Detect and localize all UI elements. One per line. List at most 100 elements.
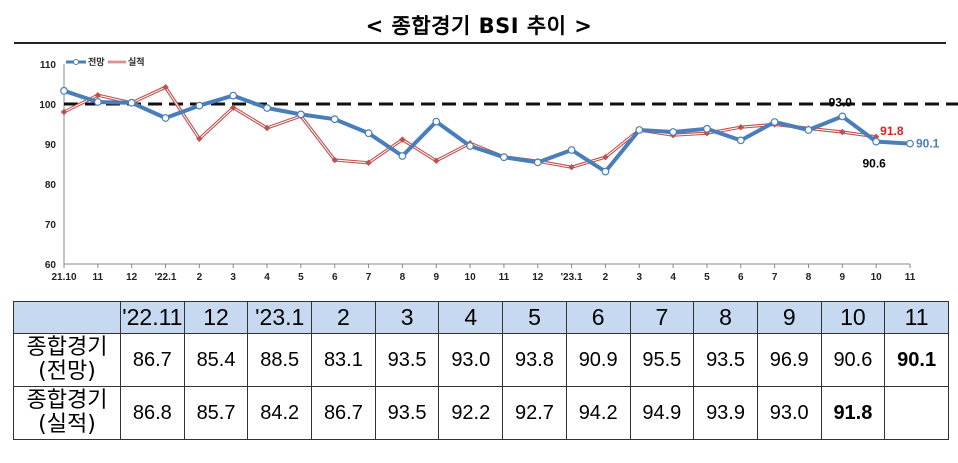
data-point-forecast [466, 142, 474, 150]
y-tick-label: 80 [45, 180, 57, 191]
x-tick-label: 2 [603, 272, 609, 283]
table-cell: 94.2 [565, 386, 631, 440]
x-tick-label: 10 [465, 272, 477, 283]
data-point-forecast [601, 167, 610, 176]
table-row-actual: 종합경기 (실적) 86.8 85.7 84.2 86.7 93.5 92.2 92.7 94… [13, 386, 949, 440]
x-tick-label: 7 [366, 272, 372, 283]
table-header-row: '22.11 12'23.1 2 3 4 5 6 7 8 9 10 11 [13, 301, 949, 334]
series-line-actual [63, 85, 877, 169]
table-header-cell: 4 [438, 301, 504, 334]
table-cell: 84.2 [247, 386, 313, 440]
table-header-cell: 6 [565, 301, 631, 334]
data-point-forecast [195, 101, 204, 110]
table-cell: 92.2 [438, 386, 504, 440]
data-point-actual [365, 159, 372, 166]
x-tick-label: 9 [433, 272, 439, 283]
table-cell [884, 386, 949, 440]
data-point-forecast [669, 128, 678, 136]
table-header-cell: 2 [311, 301, 376, 334]
x-tick-label: 4 [670, 272, 676, 283]
data-point-forecast [330, 115, 339, 124]
table-cell: 93.0 [756, 386, 822, 440]
table-cell: 93.5 [374, 386, 440, 440]
data-point-forecast [296, 110, 305, 119]
legend-label-forecast: 전망 [88, 56, 105, 67]
y-tick-label: 70 [45, 220, 57, 231]
table-header-cell: 12 [183, 301, 249, 334]
data-point-actual [568, 164, 575, 171]
table-cell: 93.5 [693, 333, 758, 387]
x-tick-label: 5 [704, 272, 710, 283]
table-cell: 85.7 [183, 386, 249, 440]
x-tick-label: 7 [772, 272, 778, 283]
value-annotation: 90.6 [862, 157, 886, 171]
data-point-actual [399, 136, 406, 143]
table-corner-cell [13, 301, 121, 334]
table-header-cell: 8 [693, 301, 758, 334]
table-header-cell: 11 [884, 301, 949, 334]
x-tick-label: 6 [738, 272, 744, 283]
data-point-forecast [93, 98, 102, 106]
table-header-cell: 5 [502, 301, 567, 334]
data-point-forecast [770, 118, 779, 126]
row-header-line1: 종합경기 [26, 388, 108, 413]
data-point-actual [196, 135, 203, 142]
chart-title: < 종합경기 BSI 추이 > [365, 14, 593, 38]
table-cell: 92.7 [502, 386, 567, 440]
data-point-forecast [635, 126, 644, 134]
table-cell: 95.5 [629, 333, 695, 387]
table-cell: 86.8 [120, 386, 185, 440]
data-point-actual [60, 108, 68, 116]
table-header-cell: '23.1 [247, 301, 313, 334]
row-header-actual: 종합경기 (실적) [13, 386, 121, 440]
table-cell: 86.7 [311, 386, 376, 440]
table-cell: 94.9 [629, 386, 695, 440]
table-cell: 96.9 [756, 333, 822, 387]
data-point-forecast [703, 124, 711, 133]
x-tick-label: 3 [230, 272, 236, 283]
table-header-cell: 9 [756, 301, 822, 334]
row-header-forecast: 종합경기 (전망) [13, 333, 121, 387]
bsi-line-chart: 60 70 80 90 100 110 21.10 11 12 '22.1 2 3 4 5 6 7 8 9 10 11… [39, 56, 958, 283]
data-point-forecast [838, 112, 847, 121]
data-point-forecast [432, 117, 441, 126]
data-point-forecast [60, 86, 68, 95]
table-header-cell: 7 [629, 301, 695, 334]
x-tick-label: 3 [636, 272, 642, 283]
series-line-forecast [63, 88, 911, 174]
data-point-forecast [906, 139, 914, 148]
x-tick-label: 12 [532, 272, 544, 283]
table-header-cell: '22.11 [120, 301, 185, 334]
x-tick-label: 8 [806, 272, 812, 283]
y-tick-label: 110 [40, 60, 57, 71]
x-tick-label: 2 [197, 272, 203, 283]
data-point-forecast [804, 126, 813, 134]
data-point-forecast [263, 104, 271, 112]
x-tick-label: 11 [499, 272, 510, 283]
data-point-forecast [567, 146, 576, 154]
table-cell: 93.0 [438, 333, 504, 387]
data-point-forecast [500, 153, 508, 162]
title-underline [14, 42, 946, 44]
table-cell: 91.8 [820, 386, 886, 440]
x-tick-label: 9 [840, 272, 846, 283]
value-annotation: 93.0 [829, 95, 853, 109]
table-header-cell: 3 [374, 301, 440, 334]
data-point-actual [433, 157, 440, 164]
legend-label-actual: 실적 [128, 56, 145, 67]
table-cell: 88.5 [247, 333, 313, 387]
y-tick-label: 60 [45, 260, 57, 271]
data-point-forecast [364, 129, 373, 138]
x-tick-label: 4 [264, 272, 270, 283]
x-tick-label: 6 [332, 272, 338, 283]
data-point-forecast [127, 98, 136, 107]
data-point-forecast [398, 152, 407, 160]
x-tick-label: 12 [126, 272, 138, 283]
data-point-forecast [736, 136, 745, 145]
data-point-forecast [872, 137, 881, 146]
data-point-actual [737, 124, 744, 131]
row-header-line2: (전망) [38, 359, 96, 384]
y-tick-label: 90 [45, 140, 57, 151]
table-cell: 93.8 [502, 333, 567, 387]
x-tick-label: 21.10 [51, 272, 76, 283]
